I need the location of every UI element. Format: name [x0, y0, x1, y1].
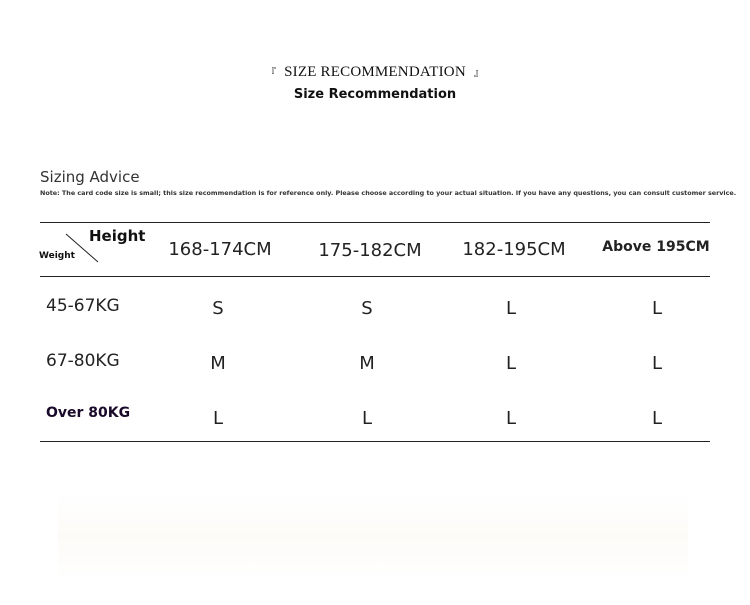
- background-shade: [58, 492, 688, 582]
- page-title: Size Recommendation: [293, 87, 457, 102]
- header-divider: [40, 276, 710, 277]
- bracket-left: 『: [265, 68, 277, 79]
- table-top-border: [40, 222, 710, 223]
- size-cell: L: [505, 298, 517, 319]
- column-header: 175-182CM: [318, 240, 422, 261]
- size-cell: L: [361, 408, 373, 429]
- size-cell: S: [212, 298, 224, 319]
- row-label: 67-80KG: [46, 351, 120, 371]
- size-cell: L: [505, 353, 517, 374]
- row-label: Over 80KG: [46, 405, 131, 421]
- corner-diagonal: [65, 233, 99, 263]
- corner-weight-label: Weight: [39, 251, 75, 261]
- size-cell: L: [651, 298, 663, 319]
- title-caps-text: SIZE RECOMMENDATION: [284, 64, 466, 80]
- table-bottom-border: [40, 441, 710, 442]
- size-cell: L: [212, 408, 224, 429]
- column-header: 168-174CM: [168, 239, 272, 260]
- size-cell: S: [361, 298, 373, 319]
- row-label: 45-67KG: [46, 296, 120, 316]
- size-cell: L: [651, 408, 663, 429]
- size-cell: L: [505, 408, 517, 429]
- size-cell: L: [651, 353, 663, 374]
- corner-height-label: Height: [89, 227, 146, 245]
- sizing-advice-heading: Sizing Advice: [40, 168, 140, 186]
- column-header: 182-195CM: [462, 239, 566, 260]
- title-caps: 『 SIZE RECOMMENDATION 』: [0, 64, 750, 81]
- size-cell: M: [210, 353, 226, 374]
- column-header: Above 195CM: [602, 239, 710, 255]
- sizing-note: Note: The card code size is small; this …: [40, 189, 737, 197]
- size-cell: M: [359, 353, 375, 374]
- bracket-right: 』: [473, 68, 485, 79]
